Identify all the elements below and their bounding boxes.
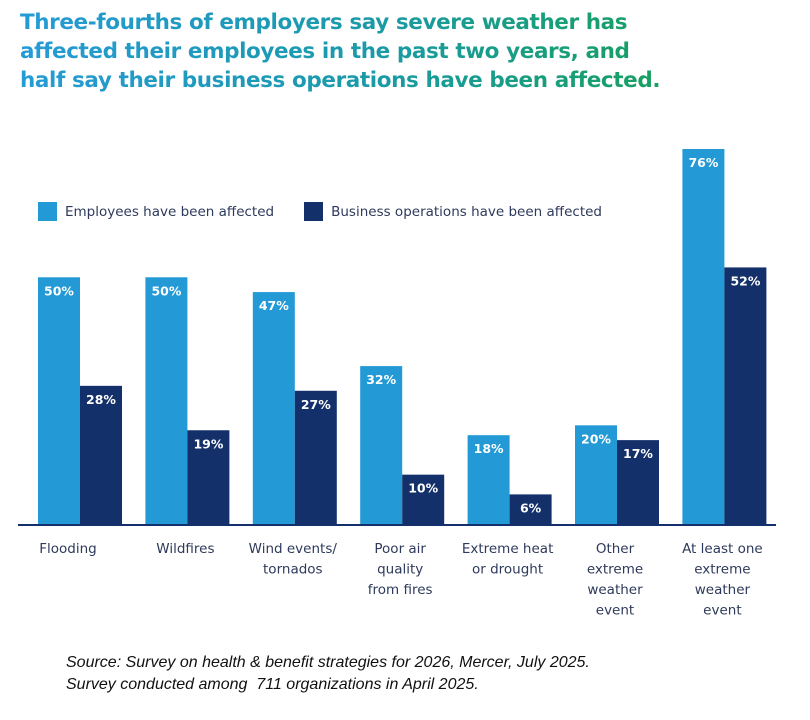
category-label: from fires [368, 582, 433, 598]
bar-business [509, 494, 552, 524]
bar-business [402, 474, 445, 524]
bar-value-label-business: 19% [193, 436, 223, 451]
source-line-2: Survey conducted among 711 organizations… [66, 676, 479, 693]
bar-business [187, 430, 230, 524]
bar-value-label-employees: 47% [259, 298, 289, 313]
category-label: event [703, 603, 741, 619]
category-label: Wind events/ [249, 541, 338, 557]
bar-value-label-business: 52% [730, 273, 760, 288]
category-label: At least one [682, 541, 763, 557]
bar-value-label-employees: 20% [581, 431, 611, 446]
legend-swatch-business [304, 202, 324, 221]
category-label: Wildfires [156, 541, 214, 557]
bar-employees [252, 292, 295, 524]
bar-value-label-business: 27% [301, 397, 331, 412]
category-label: Extreme heat [462, 541, 554, 557]
bar-employees [360, 366, 403, 524]
source-note: Source: Survey on health & benefit strat… [66, 652, 590, 696]
category-label: extreme [694, 562, 750, 578]
category-label: weather [587, 582, 643, 598]
bar-employees [467, 435, 510, 524]
legend-label-employees: Employees have been affected [65, 203, 275, 220]
bar-business [80, 385, 122, 524]
bar-employees [145, 277, 188, 524]
source-line-1: Source: Survey on health & benefit strat… [66, 654, 590, 671]
bar-business [294, 390, 337, 524]
bar-value-label-employees: 76% [688, 155, 718, 170]
bar-employees [575, 425, 617, 524]
bar-value-label-business: 17% [623, 446, 653, 461]
category-label: Poor air [374, 541, 426, 557]
bar-employees [682, 149, 725, 524]
legend-item-business: Business operations have been affected [304, 202, 602, 221]
category-label: Other [596, 541, 635, 557]
category-label: Flooding [39, 541, 96, 557]
category-label: quality [377, 562, 423, 578]
category-label: event [596, 603, 634, 619]
category-label: extreme [587, 562, 643, 578]
bar-value-label-employees: 50% [151, 283, 181, 298]
bar-value-label-business: 28% [86, 392, 116, 407]
category-label: or drought [472, 562, 543, 578]
category-label: weather [695, 582, 751, 598]
bar-value-label-employees: 50% [44, 283, 74, 298]
bar-business [724, 267, 767, 524]
legend-item-employees: Employees have been affected [38, 202, 274, 221]
bar-value-label-business: 10% [408, 481, 438, 496]
bar-value-label-business: 6% [520, 500, 542, 515]
legend: Employees have been affected Business op… [38, 202, 632, 221]
category-label: tornados [263, 562, 323, 578]
bar-employees [38, 277, 80, 524]
bar-chart: 50% 28% Flooding 50% 19% Wildfires 47% 27% Wind … [18, 149, 776, 619]
legend-label-business: Business operations have been affected [331, 203, 602, 220]
legend-swatch-employees [38, 202, 57, 221]
bar-value-label-employees: 18% [474, 441, 504, 456]
bar-value-label-employees: 32% [366, 372, 396, 387]
bar-business [617, 440, 659, 524]
